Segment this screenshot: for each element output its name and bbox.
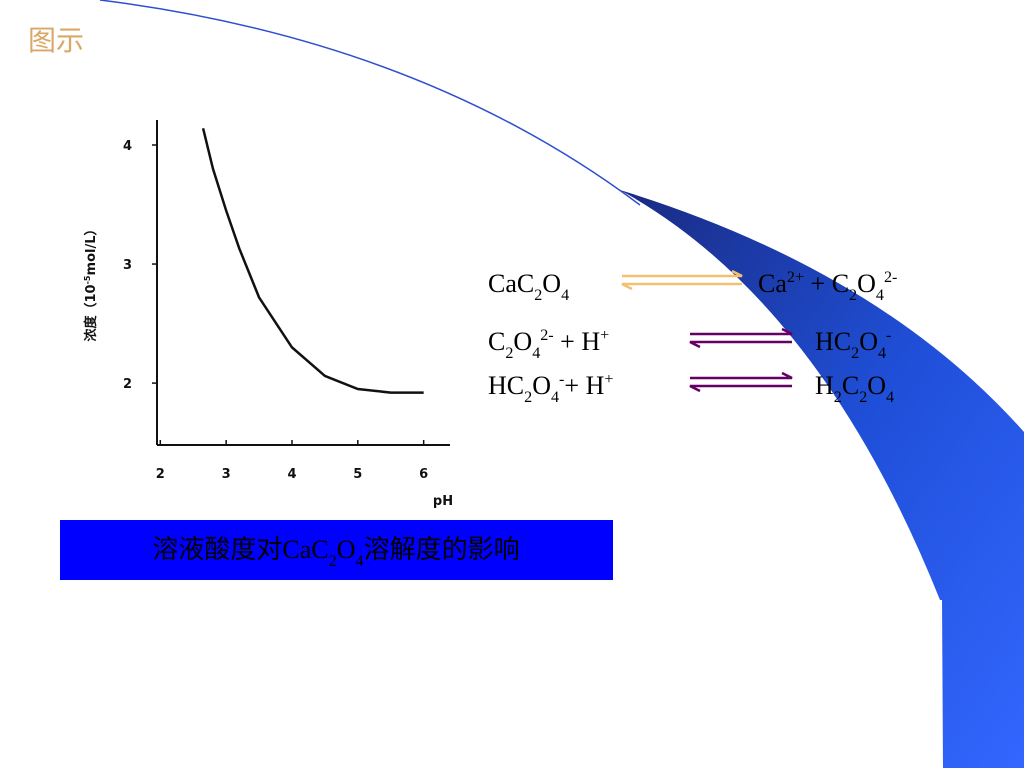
equilibrium-arrow [689,384,792,393]
reactant: CaC2O4 [488,269,569,304]
superscript: - [559,371,564,388]
text-part: C [842,371,859,400]
subscript: 2 [851,345,859,362]
text-part: O [337,535,356,564]
text-part: O [542,269,561,298]
superscript: - [886,327,891,344]
text-part: 溶解度的影响 [364,535,520,564]
decor-wedge [620,190,1024,768]
subscript: 2 [505,345,513,362]
subscript: 2 [834,389,842,406]
reactant: HC2O4-+ H+ [488,371,613,406]
superscript: -5 [83,275,92,284]
subscript: 2 [534,287,542,304]
text-part: HC [488,371,524,400]
superscript: + [600,327,609,344]
product: HC2O4- [815,327,891,362]
decor-line [940,599,943,768]
text-part: + C [804,269,849,298]
decor-arc [99,0,641,206]
product: H2C2O4 [815,371,894,406]
superscript: 2- [884,269,897,286]
x-axis-label: pH [433,494,453,509]
text-part: 浓度（10 [83,284,99,341]
text-part: O [857,269,876,298]
superscript: 2- [540,327,553,344]
y-tick-label: 4 [123,139,132,154]
subscript: 4 [356,553,364,570]
slide-title: 图示 [28,24,84,57]
subscript: 4 [876,287,884,304]
text-part: HC [815,327,851,356]
text-part: 溶液酸度对CaC [152,535,328,564]
subscript: 4 [886,389,894,406]
superscript: 2+ [787,269,804,286]
y-axis-label: 浓度（10-5mol/L） [83,222,99,341]
caption-box [60,520,613,580]
subscript: 4 [561,287,569,304]
caption: 溶液酸度对CaC2O4溶解度的影响 [152,535,519,570]
chart: 2 3 4 5 6 2 3 4 pH 浓度（10-5mol/L） [83,120,453,509]
equilibrium-arrow [690,327,793,336]
x-tick-label: 2 [156,467,165,482]
superscript: + [604,371,613,388]
subscript: 2 [329,553,337,570]
equilibrium-arrow [621,282,742,291]
text-part: O [513,327,532,356]
text-part: H [815,371,834,400]
subscript: 2 [524,389,532,406]
text-part: Ca [758,269,787,298]
text-part: O [867,371,886,400]
line [201,128,424,394]
equilibrium-arrow [689,340,792,349]
y-tick-label: 3 [123,258,132,273]
subscript: 4 [878,345,886,362]
y-tick-label: 2 [123,377,132,392]
text-part: CaC [488,269,534,298]
x-tick-label: 3 [222,467,231,482]
text-part: O [859,327,878,356]
subscript: 2 [849,287,857,304]
text-part: + H [564,371,604,400]
x-tick-label: 6 [419,467,428,482]
x-tick-label: 4 [287,467,296,482]
subscript: 4 [532,345,540,362]
subscript: 4 [551,389,559,406]
reactant: C2O42- + H+ [488,327,609,362]
subscript: 2 [859,389,867,406]
text-part: O [532,371,551,400]
equilibrium-arrow [622,269,743,278]
text-part: mol/L） [83,222,99,275]
text-part: C [488,327,505,356]
x-tick-label: 5 [353,467,362,482]
product: Ca2+ + C2O42- [758,269,897,304]
text-part: + H [554,327,601,356]
equilibrium-arrow [690,371,793,380]
